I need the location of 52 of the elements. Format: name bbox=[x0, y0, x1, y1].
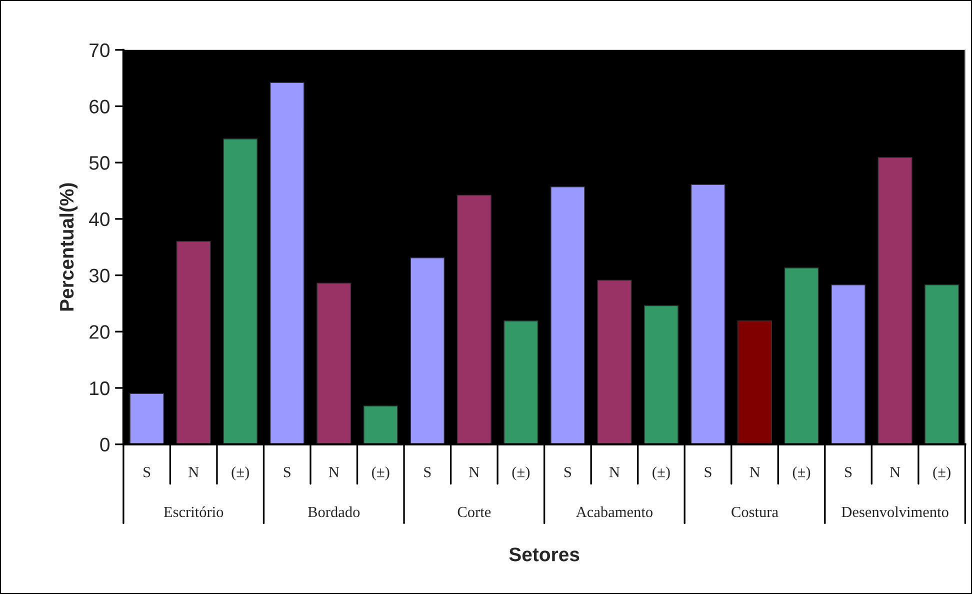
y-tick-label: 60 bbox=[90, 100, 110, 114]
bar bbox=[316, 282, 352, 444]
y-tick-label: 70 bbox=[90, 43, 110, 58]
x-tick-label: S bbox=[144, 467, 150, 478]
text: Bordado bbox=[308, 506, 360, 518]
bar bbox=[924, 284, 960, 444]
bar bbox=[550, 186, 585, 444]
x-tick-label: N bbox=[469, 467, 480, 478]
y-tick-label: 20 bbox=[90, 325, 110, 339]
y-tick-label: 30 bbox=[89, 268, 110, 283]
y-tick-label: 40 bbox=[89, 212, 110, 226]
x-tick-label: N bbox=[890, 467, 900, 478]
bar bbox=[784, 268, 819, 444]
x-tick-label: S bbox=[424, 467, 431, 478]
x-tick-label: S bbox=[704, 467, 712, 478]
x-tick-label: S bbox=[845, 467, 852, 478]
bar bbox=[644, 305, 678, 444]
bar bbox=[690, 184, 726, 444]
x-tick-label: (±) bbox=[933, 466, 950, 480]
bar bbox=[223, 138, 258, 444]
bar bbox=[504, 320, 538, 444]
text: Desenvolvimento bbox=[842, 506, 948, 518]
bar bbox=[270, 82, 304, 444]
x-tick-label: N bbox=[750, 467, 760, 478]
bar bbox=[130, 393, 164, 444]
bar bbox=[831, 284, 866, 444]
x-tick-label: N bbox=[328, 467, 340, 478]
text: Corte bbox=[458, 506, 491, 518]
x-tick-label: (±) bbox=[652, 466, 670, 480]
x-tick-label: (±) bbox=[372, 466, 390, 480]
bar bbox=[597, 280, 632, 444]
y-tick-label: 0 bbox=[100, 438, 110, 452]
x-tick-label: (±) bbox=[792, 466, 810, 480]
bar bbox=[176, 241, 211, 444]
x-tick-label: (±) bbox=[512, 466, 530, 480]
x-tick-label: (±) bbox=[232, 466, 249, 480]
x-axis-title: Setores bbox=[509, 548, 580, 562]
x-tick-label: N bbox=[609, 467, 620, 478]
x-tick-label: S bbox=[564, 467, 572, 478]
x-tick-label: N bbox=[188, 467, 199, 478]
bar bbox=[456, 194, 492, 444]
y-tick-label: 10 bbox=[90, 381, 110, 396]
y-axis-title: Percentual(%) bbox=[59, 183, 78, 311]
bar bbox=[878, 157, 912, 444]
bar bbox=[363, 406, 398, 444]
text: Escritório bbox=[164, 506, 224, 518]
text: Costura bbox=[732, 506, 778, 518]
y-tick-label: 50 bbox=[89, 156, 110, 170]
bar bbox=[738, 320, 772, 444]
x-tick-label: S bbox=[284, 467, 290, 478]
bar bbox=[410, 257, 445, 444]
text: Acabamento bbox=[576, 506, 652, 518]
